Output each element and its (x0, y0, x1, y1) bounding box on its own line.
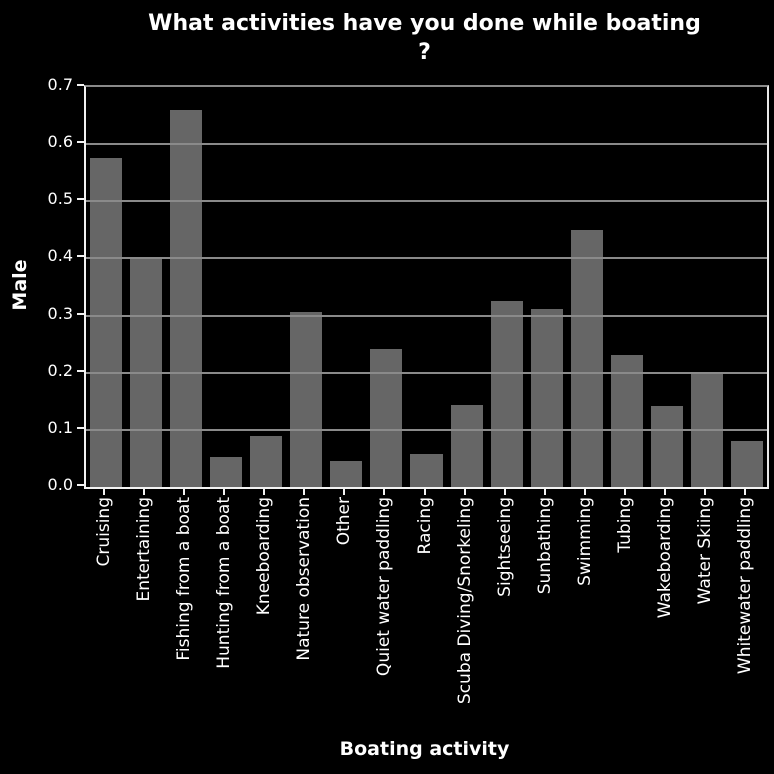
x-tick-label-12: Swimming (574, 497, 595, 586)
y-tick-label-0.1: 0.1 (47, 417, 73, 437)
bar-8 (410, 453, 443, 487)
x-tick-label-15: Water Skiing (694, 497, 715, 605)
y-tick-mark-0.1 (77, 426, 84, 429)
bar-12 (570, 229, 603, 487)
x-tick-mark-8 (423, 487, 426, 495)
x-tick-label-2: Fishing from a boat (174, 497, 195, 661)
gridline-0.5 (86, 200, 767, 203)
x-tick-mark-4 (263, 487, 266, 495)
y-tick-label-0.2: 0.2 (47, 360, 73, 380)
chart-title: What activities have you done while boat… (84, 9, 765, 67)
y-tick-label-0.5: 0.5 (47, 189, 73, 209)
x-tick-mark-0 (103, 487, 106, 495)
x-tick-label-13: Tubing (614, 497, 635, 553)
gridline-0.1 (86, 428, 767, 431)
x-tick-label-6: Other (334, 497, 355, 546)
x-tick-label-5: Nature observation (294, 497, 315, 661)
x-tick-mark-3 (223, 487, 226, 495)
gridline-0.3 (86, 314, 767, 317)
x-tick-label-3: Hunting from a boat (214, 497, 235, 669)
x-tick-mark-2 (183, 487, 186, 495)
y-tick-mark-0.6 (77, 141, 84, 144)
y-tick-mark-0.3 (77, 312, 84, 315)
x-tick-mark-15 (703, 487, 706, 495)
gridline-0.6 (86, 143, 767, 146)
x-tick-mark-1 (143, 487, 146, 495)
gridline-0.4 (86, 257, 767, 260)
x-tick-label-9: Scuba Diving/Snorkeling (454, 497, 475, 705)
x-tick-label-10: Sightseeing (494, 497, 515, 597)
x-tick-mark-12 (583, 487, 586, 495)
y-tick-mark-0.5 (77, 198, 84, 201)
bar-14 (650, 406, 683, 487)
bar-10 (490, 301, 523, 487)
y-tick-label-0.0: 0.0 (47, 475, 73, 494)
y-tick-mark-0.0 (77, 484, 84, 486)
bar-11 (530, 309, 563, 487)
chart-title-line-1: What activities have you done while boat… (148, 11, 701, 36)
bar-4 (250, 435, 283, 487)
y-tick-label-0.6: 0.6 (47, 132, 73, 152)
y-tick-label-0.4: 0.4 (47, 246, 73, 266)
x-axis-label: Boating activity (339, 738, 510, 760)
y-axis-label: Male (9, 259, 31, 311)
x-tick-mark-14 (663, 487, 666, 495)
y-tick-mark-0.4 (77, 255, 84, 258)
bar-6 (330, 461, 363, 487)
x-tick-mark-9 (463, 487, 466, 495)
bar-16 (730, 440, 763, 487)
bar-9 (450, 405, 483, 487)
x-tick-mark-16 (743, 487, 746, 495)
x-tick-label-0: Cruising (94, 497, 115, 567)
x-tick-mark-5 (303, 487, 306, 495)
x-tick-label-14: Wakeboarding (654, 497, 675, 619)
x-tick-mark-13 (623, 487, 626, 495)
x-tick-mark-11 (543, 487, 546, 495)
x-tick-label-16: Whitewater paddling (734, 497, 755, 675)
y-tick-label-0.7: 0.7 (47, 75, 73, 94)
bar-3 (210, 457, 243, 487)
bar-2 (170, 109, 203, 487)
x-tick-label-4: Kneeboarding (254, 497, 275, 616)
bar-13 (610, 355, 643, 487)
y-tick-mark-0.7 (77, 84, 84, 86)
gridline-0.2 (86, 371, 767, 374)
y-tick-mark-0.2 (77, 369, 84, 372)
y-tick-label-0.3: 0.3 (47, 303, 73, 323)
bar-0 (90, 158, 123, 487)
chart-title-line-2: ? (418, 40, 431, 65)
x-tick-label-11: Sunbathing (534, 497, 555, 595)
x-tick-label-1: Entertaining (134, 497, 155, 602)
x-tick-mark-7 (383, 487, 386, 495)
plot-area (84, 85, 769, 489)
x-tick-label-7: Quiet water paddling (374, 497, 395, 677)
x-tick-mark-10 (503, 487, 506, 495)
bar-5 (290, 311, 323, 487)
x-tick-mark-6 (343, 487, 346, 495)
bar-7 (370, 348, 403, 487)
x-tick-label-8: Racing (414, 497, 435, 555)
